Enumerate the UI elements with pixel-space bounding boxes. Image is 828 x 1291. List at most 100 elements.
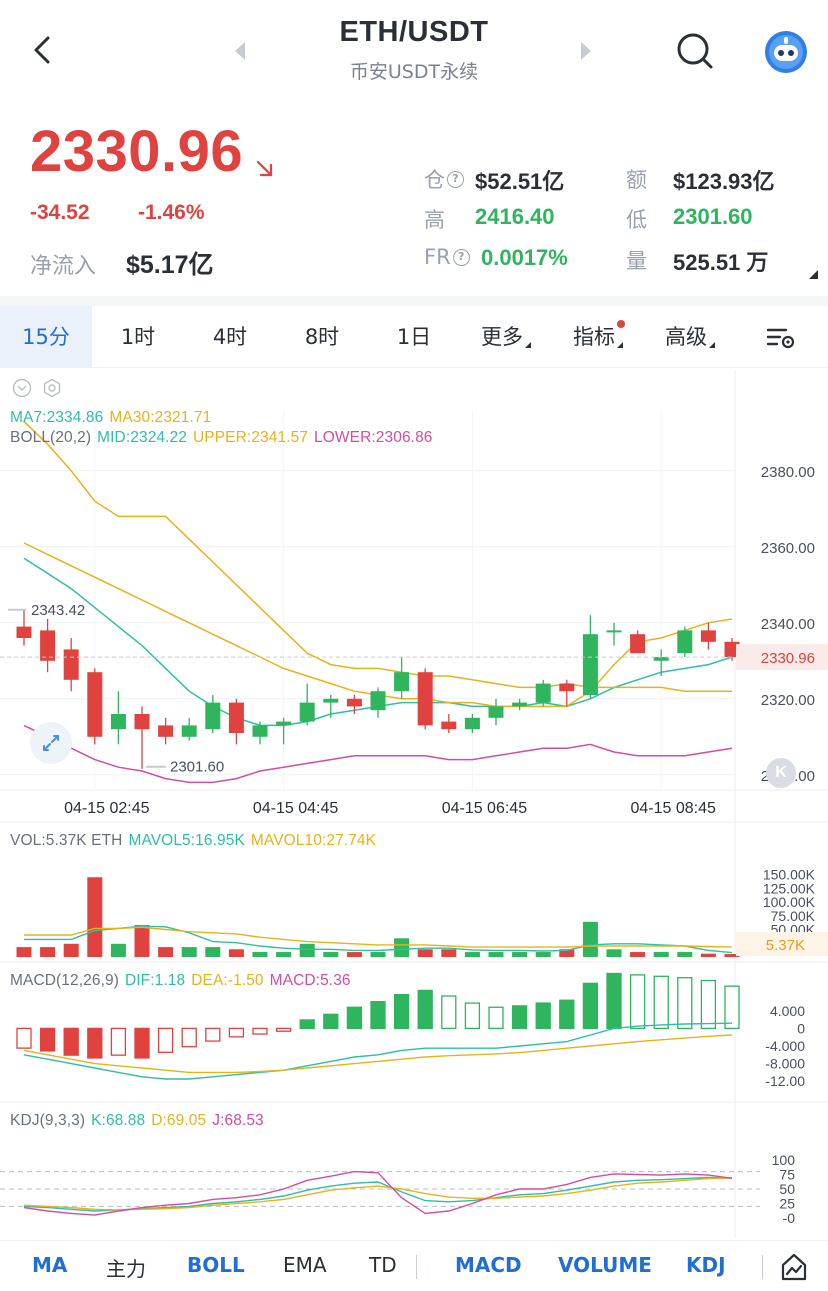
last-price: 2330.96	[30, 119, 244, 184]
series-mavol5	[24, 925, 733, 954]
volume-bar	[63, 943, 79, 957]
volume-bar	[677, 952, 693, 957]
high-label: 高	[424, 208, 445, 232]
candle	[16, 626, 32, 638]
arrow-down-right-icon	[256, 160, 273, 177]
macd-name: MACD(12,26,9)	[10, 972, 119, 989]
y-tick-label: 2340.00	[761, 616, 815, 633]
tab-1d[interactable]: 1日	[396, 325, 432, 349]
boll-upper: UPPER:2341.57	[193, 429, 309, 446]
funding-rate-value: 0.0017%	[481, 245, 568, 270]
last-price-tag	[736, 644, 828, 671]
candle	[582, 634, 598, 695]
macd-bar	[323, 1013, 339, 1030]
candle	[677, 630, 693, 654]
y-tick-label: 150.00K	[763, 867, 816, 883]
indicator-volume[interactable]: VOLUME	[558, 1253, 652, 1277]
candle	[158, 725, 174, 737]
divider	[0, 296, 828, 306]
chart-settings-button[interactable]	[750, 306, 812, 368]
k-logo-icon[interactable]: K	[766, 758, 796, 788]
series-dea	[23, 1034, 733, 1074]
candle	[464, 717, 480, 730]
candle	[488, 706, 504, 718]
macd-bar	[299, 1019, 315, 1030]
vol-legend: VOL:5.37K ETH MAVOL5:16.95K MAVOL10:27.74K	[10, 832, 382, 850]
y-tick-label: 0	[797, 1020, 805, 1036]
last-price-label: 2330.96	[761, 650, 815, 667]
series-kdj-j	[23, 1170, 733, 1216]
series-kdj-d	[23, 1177, 733, 1211]
macd-bar	[653, 975, 669, 1030]
settings-list-icon	[766, 328, 795, 349]
x-tick-label: 04-15 06:45	[442, 800, 528, 817]
tab-1h[interactable]: 1时	[120, 325, 156, 349]
open-interest-label: 仓?	[424, 164, 464, 194]
kdj-d: D:69.05	[151, 1112, 207, 1129]
low-label: 低	[626, 208, 647, 232]
gear-icon[interactable]	[42, 378, 62, 398]
back-button[interactable]	[28, 30, 58, 70]
candle	[606, 630, 622, 633]
prev-symbol-button[interactable]	[232, 38, 248, 64]
y-tick-label: -8.000	[765, 1056, 805, 1072]
volume-bar	[394, 938, 410, 957]
tab-15m[interactable]: 15分	[0, 306, 92, 368]
kline-chart[interactable]: 2380.002360.002340.002320.002300.0004-15…	[0, 370, 828, 1240]
assistant-button[interactable]	[764, 30, 808, 74]
next-symbol-button[interactable]	[578, 38, 594, 64]
volume-bar	[346, 952, 362, 957]
indicator-main-force[interactable]: 主力	[106, 1257, 146, 1281]
indicator-td[interactable]: TD	[369, 1253, 397, 1277]
volume-bar	[535, 952, 551, 957]
series-dif	[23, 1022, 733, 1080]
indicator-ma[interactable]: MA	[32, 1253, 68, 1277]
price-change-percent: -1.46%	[138, 201, 205, 224]
indicator-boll[interactable]: BOLL	[187, 1253, 245, 1277]
fullscreen-button[interactable]	[30, 722, 72, 764]
y-tick-label: 25	[779, 1196, 795, 1212]
macd-bar	[370, 1000, 386, 1030]
volume-bar	[512, 952, 528, 957]
volume-bar	[205, 947, 221, 957]
y-tick-label: -12.00	[765, 1073, 805, 1089]
tab-more[interactable]: 更多	[460, 306, 552, 368]
mavol5-legend: MAVOL5:16.95K	[128, 832, 245, 849]
candle	[653, 657, 669, 661]
drawing-tool-button[interactable]	[780, 1253, 808, 1281]
tab-8h[interactable]: 8时	[304, 325, 340, 349]
help-icon[interactable]: ?	[447, 170, 464, 188]
tab-indicators[interactable]: 指标	[552, 306, 644, 368]
chart-tool-icons	[12, 378, 62, 398]
y-tick-label: 2360.00	[761, 540, 815, 557]
indicator-macd[interactable]: MACD	[455, 1253, 522, 1277]
y-tick-label: 100.00K	[763, 894, 816, 910]
expand-stats-icon[interactable]	[809, 270, 818, 279]
boll-mid: MID:2324.22	[97, 429, 187, 446]
search-button[interactable]	[674, 30, 716, 72]
dropdown-triangle-icon	[709, 342, 715, 348]
timeframe-bar: 15分 1时 4时 8时 1日 更多 指标 高级	[0, 306, 828, 368]
netflow-label: 净流入	[30, 254, 97, 279]
indicator-ema[interactable]: EMA	[283, 1253, 327, 1277]
macd-bar	[181, 1027, 197, 1048]
volume-bar	[653, 952, 669, 957]
tab-advanced[interactable]: 高级	[644, 306, 736, 368]
ma-legend: MA7:2334.86 MA30:2321.71	[10, 409, 217, 427]
macd-bar	[582, 982, 599, 1030]
macd-bar	[252, 1027, 268, 1035]
macd-dea: DEA:-1.50	[191, 972, 264, 989]
candle	[535, 683, 551, 703]
collapse-icon[interactable]	[12, 378, 32, 398]
triangle-right-icon	[581, 42, 591, 60]
tab-4h[interactable]: 4时	[212, 325, 248, 349]
expand-icon	[43, 735, 59, 751]
divider	[416, 1255, 417, 1279]
indicator-kdj[interactable]: KDJ	[686, 1253, 726, 1277]
header: ETH/USDT 币安USDT永续	[0, 0, 828, 105]
amount-label: 额	[626, 168, 647, 192]
series-boll-lower	[23, 724, 733, 784]
volume-bar	[700, 953, 716, 957]
help-icon[interactable]: ?	[452, 248, 470, 266]
macd-bar	[346, 1006, 363, 1030]
